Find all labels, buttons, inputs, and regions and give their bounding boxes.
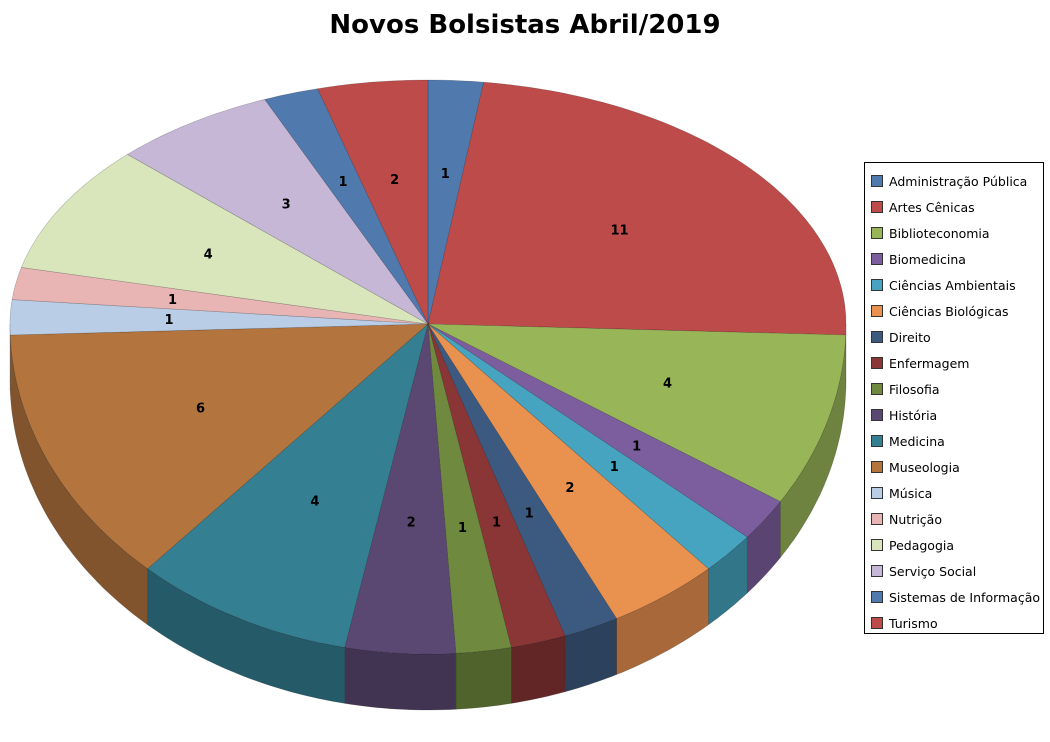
data-label-11: 4 (310, 495, 319, 510)
pie-side-9 (455, 647, 512, 710)
legend-item: Música (871, 480, 1043, 506)
legend-label: Administração Pública (889, 173, 1028, 189)
legend-label: História (889, 407, 938, 423)
data-label-13: 1 (164, 313, 173, 328)
legend-label: Turismo (889, 615, 938, 631)
legend-item: Sistemas de Informação (871, 584, 1043, 610)
legend-item: Serviço Social (871, 558, 1043, 584)
pie-side-10 (344, 647, 457, 711)
legend-item: Ciências Biológicas (871, 298, 1043, 324)
pie-sides (9, 324, 847, 711)
legend-label: Pedagogia (889, 537, 955, 553)
pie-slice-9 (427, 323, 512, 654)
legend-item: Ciências Ambientais (871, 272, 1043, 298)
legend-item: Nutrição (871, 506, 1043, 532)
pie-slice-7 (427, 323, 617, 637)
legend-label: Direito (889, 329, 931, 345)
legend-item: Biomedicina (871, 246, 1043, 272)
pie-slice-2 (427, 81, 847, 336)
pie-slice-13 (9, 299, 429, 336)
legend-label: Artes Cênicas (889, 199, 975, 215)
legend-label: Música (889, 485, 933, 501)
legend-label: Nutrição (889, 511, 942, 527)
data-label-15: 4 (204, 248, 213, 263)
data-label-3: 4 (663, 377, 672, 392)
legend-swatch (871, 487, 883, 499)
pie-slice-8 (427, 323, 566, 648)
legend-item: Museologia (871, 454, 1043, 480)
pie-slice-11 (147, 323, 429, 648)
pie-slice-15 (20, 154, 429, 325)
chart-title: Novos Bolsistas Abril/2019 (329, 10, 721, 40)
legend-swatch (871, 409, 883, 421)
legend-label: Enfermagem (889, 355, 970, 371)
pie-slice-17 (264, 88, 429, 325)
pie-slice-3 (427, 323, 847, 502)
legend-label: Ciências Biológicas (889, 303, 1009, 319)
legend-swatch (871, 617, 883, 629)
legend-label: Sistemas de Informação (889, 589, 1041, 605)
legend-label: Museologia (889, 459, 960, 475)
pie-slice-1 (427, 79, 485, 325)
legend: Administração Pública Artes Cênicas Biblio… (864, 162, 1044, 634)
pie-slice-14 (11, 267, 429, 325)
legend-label: Serviço Social (889, 563, 977, 579)
data-label-18: 2 (390, 173, 399, 188)
pie-slice-6 (427, 323, 709, 619)
data-label-4: 1 (632, 439, 641, 454)
legend-label: Medicina (889, 433, 945, 449)
data-label-17: 1 (338, 175, 347, 190)
data-label-16: 3 (282, 197, 291, 212)
legend-item: Pedagogia (871, 532, 1043, 558)
legend-item: História (871, 402, 1043, 428)
legend-item: Filosofia (871, 376, 1043, 402)
data-label-12: 6 (196, 401, 205, 416)
data-label-2: 11 (610, 224, 628, 239)
legend-swatch (871, 201, 883, 213)
pie-slice-12 (9, 323, 429, 570)
data-label-10: 2 (407, 516, 416, 531)
pie-slice-16 (126, 99, 429, 325)
legend-item: Artes Cênicas (871, 194, 1043, 220)
data-label-5: 1 (610, 460, 619, 475)
legend-swatch (871, 175, 883, 187)
legend-item: Medicina (871, 428, 1043, 454)
legend-swatch (871, 539, 883, 551)
pie-slice-10 (344, 323, 457, 655)
legend-swatch (871, 331, 883, 343)
legend-swatch (871, 513, 883, 525)
legend-swatch (871, 565, 883, 577)
pie-slice-5 (427, 323, 748, 570)
legend-label: Ciências Ambientais (889, 277, 1016, 293)
legend-swatch (871, 305, 883, 317)
legend-item: Enfermagem (871, 350, 1043, 376)
legend-swatch (871, 591, 883, 603)
legend-item: Biblioteconomia (871, 220, 1043, 246)
legend-swatch (871, 279, 883, 291)
legend-swatch (871, 253, 883, 265)
pie-slice-4 (427, 323, 781, 538)
legend-swatch (871, 461, 883, 473)
legend-label: Biomedicina (889, 251, 966, 267)
legend-item: Administração Pública (871, 168, 1043, 194)
legend-swatch (871, 227, 883, 239)
data-label-6: 2 (565, 481, 574, 496)
data-label-1: 1 (441, 167, 450, 182)
legend-item: Turismo (871, 610, 1043, 636)
data-label-8: 1 (492, 515, 501, 530)
pie-slices (9, 79, 847, 655)
pie-slice-18 (317, 79, 429, 325)
legend-label: Biblioteconomia (889, 225, 990, 241)
legend-swatch (871, 435, 883, 447)
data-label-14: 1 (168, 293, 177, 308)
legend-swatch (871, 383, 883, 395)
data-label-7: 1 (525, 506, 534, 521)
data-label-9: 1 (458, 521, 467, 536)
legend-swatch (871, 357, 883, 369)
legend-label: Filosofia (889, 381, 940, 397)
legend-item: Direito (871, 324, 1043, 350)
